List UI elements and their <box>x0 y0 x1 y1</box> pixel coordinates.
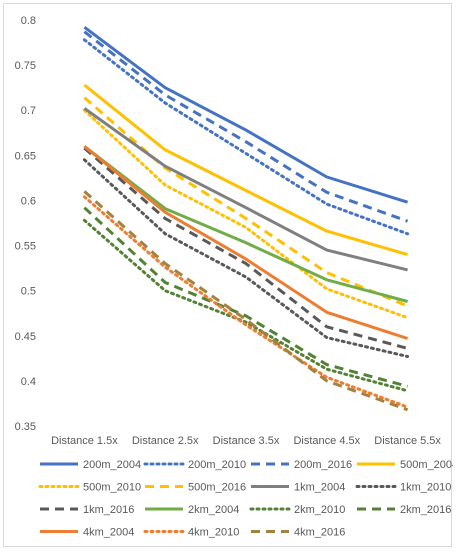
y-tick-label: 0.75 <box>15 60 36 72</box>
legend-label: 4km_2004 <box>83 527 134 539</box>
legend-label: 500m_2004 <box>400 459 453 471</box>
legend-label: 2km_2010 <box>294 504 345 516</box>
legend-item: 1km_2016 <box>40 504 134 516</box>
y-tick-label: 0.65 <box>15 150 36 162</box>
series-line-2km_2004 <box>84 146 407 301</box>
y-tick-label: 0.7 <box>21 105 36 117</box>
series-lines <box>84 27 407 410</box>
legend-label: 200m_2010 <box>188 459 246 471</box>
legend-label: 500m_2010 <box>83 482 141 494</box>
legend-label: 200m_2004 <box>83 459 141 471</box>
y-tick-label: 0.45 <box>15 331 36 343</box>
y-tick-label: 0.4 <box>21 376 36 388</box>
legend-item: 2km_2004 <box>145 504 239 516</box>
legend-item: 1km_2010 <box>357 482 451 494</box>
legend-label: 4km_2016 <box>294 527 345 539</box>
legend-item: 500m_2016 <box>145 482 246 494</box>
legend-label: 1km_2010 <box>400 482 451 494</box>
y-tick-label: 0.6 <box>21 195 36 207</box>
legend-item: 500m_2010 <box>40 482 141 494</box>
x-tick-label: Distance 4.5x <box>293 435 360 447</box>
legend-label: 2km_2016 <box>400 504 451 516</box>
y-tick-label: 0.5 <box>21 286 36 298</box>
legend-label: 500m_2016 <box>188 482 246 494</box>
y-tick-label: 0.55 <box>15 241 36 253</box>
y-tick-label: 0.35 <box>15 421 36 433</box>
series-line-2km_2010 <box>84 220 407 390</box>
legend-item: 2km_2016 <box>357 504 451 516</box>
legend-label: 1km_2016 <box>83 504 134 516</box>
legend: 200m_2004 200m_2010 200m_2016 500m_2004 500m… <box>40 459 453 539</box>
legend-item: 4km_2010 <box>145 527 239 539</box>
series-line-200m_2004 <box>84 27 407 202</box>
legend-item: 500m_2004 <box>357 459 453 471</box>
y-axis: 0.35 0.4 0.45 0.5 0.55 0.6 0.65 0.7 0.75 0.8 <box>15 15 36 433</box>
legend-item: 4km_2016 <box>251 527 345 539</box>
x-axis: Distance 1.5x Distance 2.5x Distance 3.5x D… <box>51 435 441 447</box>
legend-label: 200m_2016 <box>294 459 352 471</box>
legend-label: 4km_2010 <box>188 527 239 539</box>
legend-item: 200m_2010 <box>145 459 246 471</box>
x-tick-label: Distance 5.5x <box>374 435 441 447</box>
series-line-500m_2004 <box>84 85 407 255</box>
legend-item: 200m_2004 <box>40 459 141 471</box>
y-tick-label: 0.8 <box>21 15 36 27</box>
line-chart: 0.35 0.4 0.45 0.5 0.55 0.6 0.65 0.7 0.75 0.8 Dist… <box>4 4 453 548</box>
legend-item: 4km_2004 <box>40 527 134 539</box>
legend-item: 1km_2004 <box>251 482 345 494</box>
series-line-200m_2016 <box>84 32 407 222</box>
chart-frame: 0.35 0.4 0.45 0.5 0.55 0.6 0.65 0.7 0.75 0.8 Dist… <box>3 3 452 547</box>
legend-label: 1km_2004 <box>294 482 345 494</box>
x-tick-label: Distance 1.5x <box>51 435 118 447</box>
legend-item: 2km_2010 <box>251 504 345 516</box>
x-tick-label: Distance 2.5x <box>132 435 199 447</box>
x-tick-label: Distance 3.5x <box>213 435 280 447</box>
legend-item: 200m_2016 <box>251 459 352 471</box>
legend-label: 2km_2004 <box>188 504 239 516</box>
series-line-1km_2016 <box>84 148 407 348</box>
